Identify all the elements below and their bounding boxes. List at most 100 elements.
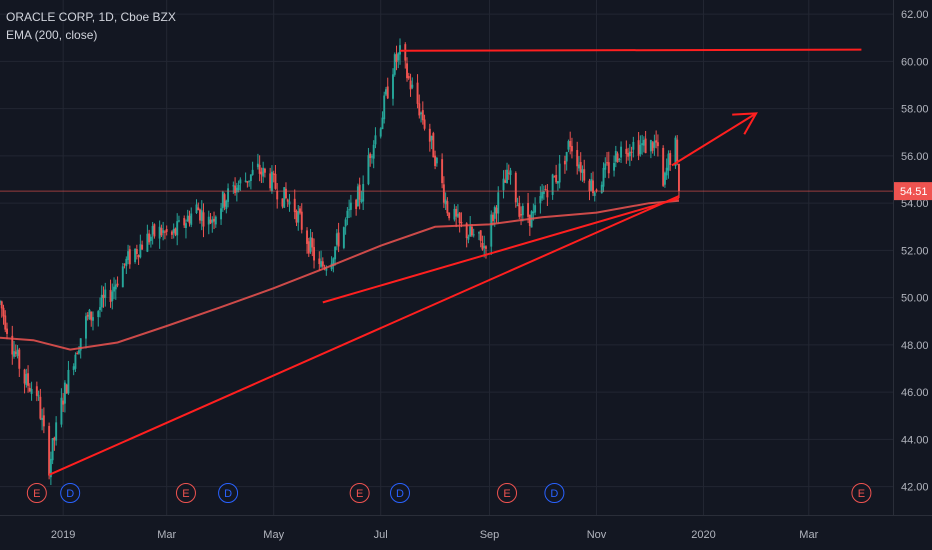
candle-body (0, 301, 1, 303)
indicator-label[interactable]: EMA (200, close) (6, 28, 98, 42)
earnings-marker[interactable] (497, 483, 518, 503)
candle-body (539, 196, 542, 204)
trendline-breakout-arrow[interactable] (671, 112, 757, 167)
candle-body (170, 231, 173, 235)
candle-body (172, 229, 175, 233)
candle-body (151, 226, 154, 235)
candle-body (149, 236, 152, 241)
earnings-marker[interactable] (349, 483, 370, 503)
candle-body (667, 153, 670, 171)
candle-body (62, 400, 65, 405)
candle-body (383, 95, 386, 120)
trendline-resistance[interactable] (400, 48, 862, 52)
earnings-marker[interactable] (26, 483, 47, 503)
candle-body (258, 164, 261, 174)
dividend-marker[interactable] (60, 483, 81, 503)
earnings-marker[interactable] (175, 483, 196, 503)
candle-body (381, 117, 384, 130)
ema-200-line[interactable] (0, 199, 680, 351)
candle-body (490, 214, 493, 247)
candle-body (528, 214, 531, 226)
y-tick-label: 48.00 (901, 340, 929, 352)
candle-body (141, 244, 144, 250)
candle-body (18, 349, 21, 369)
candle-body (234, 185, 237, 193)
earnings-marker[interactable] (851, 483, 872, 503)
candle-body (600, 184, 603, 194)
candle-body (576, 150, 579, 167)
candle-body (346, 210, 349, 219)
candle-body (76, 353, 79, 355)
candle-body (495, 207, 498, 214)
candle-body (506, 169, 508, 183)
candle-body (618, 159, 621, 161)
candle-body (556, 181, 559, 184)
candle-body (527, 203, 530, 217)
candle-body (74, 354, 77, 369)
candle-body (335, 233, 338, 245)
candle-body (502, 178, 505, 191)
y-tick-label: 56.00 (901, 151, 929, 163)
candle-body (470, 226, 473, 236)
candle-body (581, 169, 584, 174)
x-tick-label: 2020 (691, 529, 715, 541)
drawings (48, 48, 862, 476)
candle-body (221, 191, 224, 209)
candle-body (209, 219, 212, 224)
candle-body (509, 170, 512, 176)
candle-body (11, 335, 14, 355)
time-axis[interactable]: 2019 Mar May Jul Sep Nov 2020 Mar (51, 529, 819, 541)
price-axis[interactable]: 42.00 44.00 46.00 48.00 50.00 52.00 54.00 56.00… (901, 9, 929, 493)
candle-body (123, 263, 126, 265)
candle-body (507, 172, 510, 174)
candle-body (395, 54, 398, 63)
candle-body (592, 180, 594, 194)
candle-body (197, 207, 200, 211)
candle-body (404, 44, 407, 61)
trendline-long-support[interactable] (48, 195, 680, 476)
candle-body (270, 171, 273, 192)
candle-body (590, 179, 593, 191)
candle-body (595, 189, 598, 191)
candle-body (676, 139, 679, 162)
symbol-title[interactable]: ORACLE CORP, 1D, Cboe BZX (6, 10, 176, 24)
candle-body (176, 221, 179, 236)
candle-body (239, 179, 242, 184)
candle-body (558, 163, 561, 183)
candle-body (113, 286, 116, 292)
candle-body (411, 84, 414, 88)
candle-body (220, 208, 223, 220)
candle-body (79, 338, 82, 351)
candle-body (456, 213, 459, 217)
candle-body (372, 144, 375, 159)
candle-body (485, 246, 487, 249)
candle-body (481, 242, 484, 250)
dividend-marker[interactable] (218, 483, 239, 503)
dividend-marker[interactable] (544, 483, 565, 503)
x-tick-label: May (263, 529, 284, 541)
arrow-head (732, 112, 758, 135)
candle-body (544, 189, 547, 191)
dividend-marker[interactable] (390, 483, 411, 503)
trendline-short-support[interactable] (322, 197, 680, 304)
candle-body (349, 202, 352, 210)
candle-body (655, 140, 658, 143)
candle-body (104, 289, 107, 298)
candle-body (662, 147, 665, 186)
candle-body (214, 216, 217, 225)
candle-body (453, 208, 456, 220)
candle-body (262, 167, 265, 177)
candle-body (125, 258, 128, 267)
candle-body (420, 112, 423, 115)
price-tag (894, 182, 932, 201)
candle-body (493, 206, 496, 219)
candle-body (588, 180, 591, 192)
x-tick-label: Mar (799, 529, 818, 541)
candle-body (248, 180, 251, 182)
candle-body (55, 422, 58, 441)
candle-body (163, 231, 166, 233)
candle-body (534, 205, 537, 213)
candle-body (186, 215, 189, 222)
